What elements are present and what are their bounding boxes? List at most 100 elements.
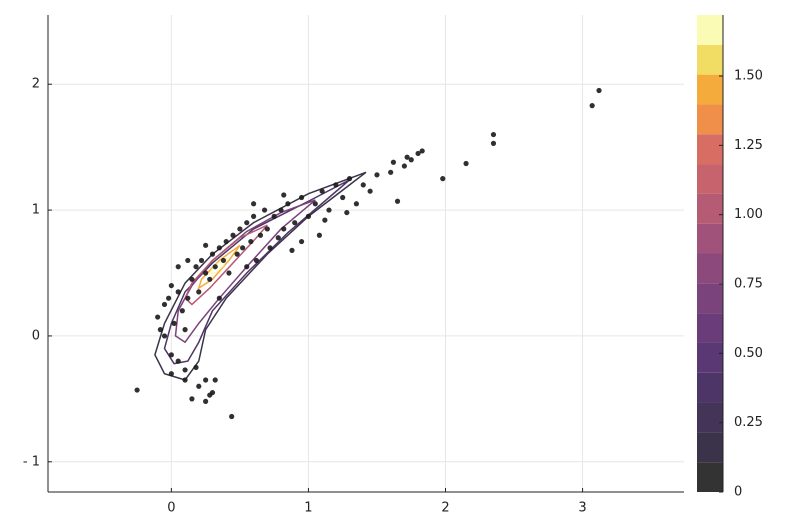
colorbar-tick-label: 0.75: [734, 277, 763, 292]
point: [281, 192, 287, 198]
contour-line: [154, 171, 367, 381]
colorbar-tick-label: 0.50: [734, 346, 763, 361]
point: [404, 154, 410, 160]
point: [234, 251, 240, 257]
y-tick-label: - 1: [23, 454, 40, 469]
contour-line: [208, 255, 228, 274]
point: [223, 238, 229, 245]
colorbar-band: [697, 342, 723, 373]
colorbar-band: [697, 15, 723, 45]
point: [168, 282, 174, 289]
colorbar-band: [697, 253, 723, 284]
x-tick-label: 2: [441, 501, 449, 516]
point: [171, 320, 177, 326]
x-tick-label: 1: [304, 501, 312, 516]
point: [298, 238, 305, 245]
x-tick-label: 3: [578, 501, 586, 516]
point: [390, 159, 397, 165]
point: [182, 367, 188, 373]
point: [248, 238, 254, 245]
point: [267, 245, 273, 251]
point: [175, 264, 181, 270]
point: [401, 163, 407, 169]
point: [333, 182, 339, 188]
point: [251, 213, 257, 219]
point: [189, 396, 195, 402]
point: [240, 245, 246, 251]
colorbar-band: [697, 193, 723, 224]
contour-line: [184, 224, 268, 306]
point: [298, 194, 305, 201]
point: [346, 176, 353, 182]
point: [326, 207, 332, 213]
point: [244, 264, 250, 270]
point: [237, 226, 243, 232]
point: [292, 220, 298, 226]
colorbar-band: [697, 283, 723, 314]
point: [212, 377, 218, 383]
point: [244, 220, 250, 226]
point: [193, 364, 199, 371]
point: [185, 257, 191, 264]
point: [203, 242, 209, 248]
y-tick-label: 1: [32, 203, 40, 218]
y-tick-label: 0: [32, 328, 40, 343]
point: [316, 232, 322, 238]
point: [408, 157, 414, 163]
point: [203, 398, 209, 404]
point: [209, 251, 216, 257]
colorbar-tick-label: 0.25: [734, 415, 763, 430]
colorbar-band: [697, 74, 723, 105]
colorbar-band: [697, 134, 723, 165]
point: [182, 327, 188, 333]
point: [212, 264, 218, 270]
point: [220, 257, 227, 264]
colorbar-band: [697, 313, 723, 343]
point: [285, 201, 291, 207]
point: [175, 289, 181, 295]
point: [203, 377, 209, 383]
point: [216, 295, 222, 301]
contour-line: [163, 179, 351, 365]
point: [257, 232, 264, 238]
point: [168, 371, 174, 377]
point: [463, 160, 469, 167]
point: [161, 333, 168, 339]
point: [360, 182, 366, 188]
point: [196, 383, 202, 389]
colorbar-band: [697, 462, 723, 492]
point: [490, 140, 497, 146]
point: [226, 270, 232, 276]
point: [353, 201, 360, 207]
point: [367, 188, 373, 194]
y-tick-label: 2: [32, 77, 40, 92]
point: [440, 176, 446, 182]
point: [198, 257, 205, 264]
point: [275, 235, 281, 241]
point: [374, 172, 380, 178]
point: [319, 188, 325, 194]
point: [155, 314, 161, 320]
point: [207, 276, 213, 282]
point: [134, 387, 140, 393]
colorbar-tick-label: 1.25: [734, 138, 763, 153]
contour-line: [197, 244, 241, 290]
point: [189, 276, 195, 282]
point: [281, 226, 287, 232]
point: [193, 264, 199, 270]
point: [596, 87, 602, 94]
point: [264, 226, 270, 232]
point: [185, 295, 191, 301]
point: [388, 169, 394, 175]
point: [251, 201, 257, 207]
point: [344, 209, 350, 216]
colorbar-band: [697, 223, 723, 254]
point: [289, 247, 295, 253]
point: [216, 245, 222, 251]
point: [229, 413, 235, 420]
point: [271, 213, 277, 219]
colorbar-tick-label: 1.50: [734, 69, 763, 84]
point: [305, 213, 312, 219]
point: [394, 198, 401, 204]
colorbar-band: [697, 402, 723, 433]
